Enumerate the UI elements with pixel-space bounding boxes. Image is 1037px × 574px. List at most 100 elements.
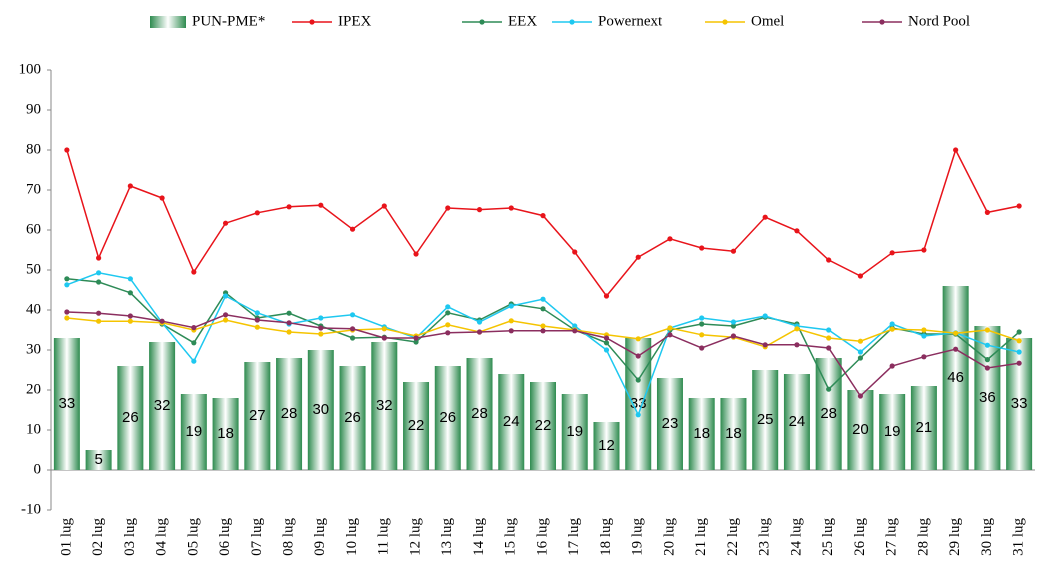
bar: [688, 398, 715, 470]
point: [64, 282, 70, 288]
bar: [149, 342, 176, 470]
point: [286, 329, 292, 335]
data-label: 19: [884, 423, 901, 440]
point: [349, 326, 356, 332]
point: [889, 321, 895, 327]
bar: [85, 450, 112, 470]
bar: [593, 422, 620, 470]
data-label: 24: [789, 413, 806, 430]
point: [318, 315, 324, 321]
data-label: 25: [757, 411, 774, 428]
x-tick-label: 08 lug: [281, 518, 297, 556]
point: [1016, 360, 1022, 366]
point: [254, 317, 260, 323]
data-label: 32: [154, 397, 171, 414]
data-label: 33: [59, 395, 76, 412]
point: [984, 365, 990, 371]
x-tick-label: 27 lug: [884, 518, 900, 556]
legend-swatch: [722, 19, 728, 25]
line-series: [66, 148, 1020, 298]
legend-swatch: [569, 19, 575, 25]
x-tick-label: 21 lug: [693, 518, 709, 556]
legend-label: Powernext: [598, 13, 663, 29]
point: [540, 323, 546, 329]
bar: [942, 286, 969, 470]
point: [540, 213, 546, 219]
bar: [403, 382, 430, 470]
x-tick-label: 13 lug: [439, 518, 455, 556]
legend-label: IPEX: [338, 13, 372, 29]
point: [857, 273, 864, 279]
x-tick-label: 16 lug: [534, 518, 550, 556]
data-label: 22: [408, 417, 425, 434]
legend-label: Nord Pool: [908, 13, 970, 29]
data-label: 33: [1011, 395, 1028, 412]
point: [857, 355, 864, 361]
bar: [498, 374, 525, 470]
point: [286, 320, 292, 326]
point: [603, 335, 610, 341]
legend-label: EEX: [508, 13, 537, 29]
point: [699, 332, 705, 338]
point: [730, 333, 737, 339]
point: [572, 323, 578, 329]
point: [318, 331, 324, 337]
point: [222, 293, 229, 299]
data-label: 24: [503, 413, 520, 430]
point: [191, 325, 197, 331]
bar: [180, 394, 207, 470]
point: [445, 330, 451, 336]
y-tick-label: 0: [34, 461, 42, 477]
point: [635, 353, 641, 359]
x-tick-label: 10 lug: [344, 518, 360, 556]
point: [984, 327, 990, 333]
point: [921, 327, 927, 333]
point: [286, 204, 292, 210]
point: [381, 326, 387, 332]
y-tick-label: 40: [26, 301, 41, 317]
point: [381, 335, 387, 341]
point: [762, 313, 768, 319]
point: [603, 293, 610, 299]
point: [222, 317, 229, 323]
data-label: 23: [662, 415, 679, 432]
data-label: 26: [439, 409, 456, 426]
point: [191, 269, 197, 275]
point: [191, 340, 197, 346]
data-label: 22: [535, 417, 552, 434]
x-tick-label: 05 lug: [185, 518, 201, 556]
point: [445, 205, 451, 211]
point: [540, 296, 546, 302]
point: [413, 339, 419, 345]
point: [349, 312, 356, 318]
data-label: 20: [852, 421, 869, 438]
point: [476, 329, 483, 335]
data-label: 28: [471, 405, 488, 422]
bar: [530, 382, 556, 470]
y-tick-label: -10: [21, 501, 41, 517]
point: [826, 257, 832, 263]
bar: [625, 338, 652, 470]
point: [349, 335, 356, 341]
point: [826, 327, 832, 333]
point: [254, 310, 260, 316]
y-tick-label: 70: [26, 181, 41, 197]
x-tick-label: 09 lug: [312, 518, 328, 556]
point: [64, 276, 70, 282]
point: [572, 328, 578, 334]
point: [445, 322, 451, 328]
bar: [1006, 338, 1033, 470]
point: [508, 205, 514, 211]
point: [667, 332, 673, 338]
y-tick-label: 10: [26, 421, 41, 437]
point: [794, 228, 800, 234]
bar: [561, 394, 588, 470]
x-tick-label: 26 lug: [852, 518, 868, 556]
point: [127, 276, 133, 282]
point: [603, 347, 610, 353]
point: [413, 251, 419, 257]
point: [159, 318, 165, 324]
point: [64, 147, 70, 153]
x-tick-label: 14 lug: [471, 518, 487, 556]
x-tick-label: 20 lug: [661, 518, 677, 556]
